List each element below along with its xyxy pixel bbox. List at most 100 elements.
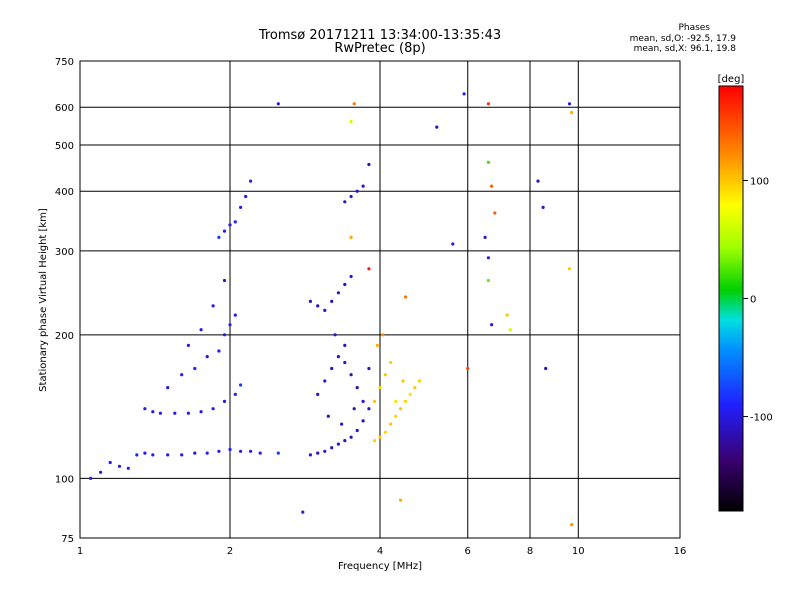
data-point xyxy=(151,453,155,457)
data-point xyxy=(323,449,327,453)
data-point xyxy=(239,383,243,387)
data-point xyxy=(361,184,365,188)
data-point xyxy=(233,220,237,224)
data-point xyxy=(349,435,353,439)
data-point xyxy=(336,291,340,295)
data-point xyxy=(408,392,412,396)
data-point xyxy=(330,366,334,371)
colorbar-ticks: -100 0 100 xyxy=(743,176,773,424)
x-tick-label: 1 xyxy=(77,546,83,557)
data-point xyxy=(355,428,359,433)
data-point xyxy=(401,379,405,383)
y-tick-label: 200 xyxy=(55,331,74,342)
data-point xyxy=(166,386,170,390)
data-point xyxy=(186,411,190,415)
data-point xyxy=(308,453,312,457)
x-axis-label: Frequency [MHz] xyxy=(338,561,422,572)
data-point xyxy=(567,267,572,271)
data-point xyxy=(367,162,371,167)
data-point xyxy=(244,194,248,199)
data-point xyxy=(222,399,227,403)
data-point xyxy=(249,449,253,453)
data-point xyxy=(276,451,280,455)
data-point xyxy=(193,451,197,455)
data-point xyxy=(483,235,487,239)
y-axis-label: Stationary phase Virtual Height [km] xyxy=(38,208,49,392)
data-point xyxy=(372,399,377,403)
phase-o-stats: mean, sd,O: -92.5, 17.9 xyxy=(629,34,736,44)
data-point xyxy=(417,379,422,383)
data-point xyxy=(349,235,353,239)
data-point xyxy=(394,414,398,418)
data-point xyxy=(375,343,379,347)
data-point xyxy=(193,366,197,371)
data-point xyxy=(367,366,371,371)
data-point xyxy=(536,179,540,183)
data-point xyxy=(505,313,509,317)
data-point xyxy=(355,386,359,390)
data-point xyxy=(333,333,337,337)
data-point xyxy=(490,323,494,327)
data-point xyxy=(217,235,221,239)
x-tick-label: 2 xyxy=(227,546,233,557)
data-point xyxy=(493,211,497,215)
data-point xyxy=(394,399,398,403)
y-tick-label: 75 xyxy=(61,534,74,545)
data-point xyxy=(343,439,347,443)
data-point xyxy=(343,282,347,287)
data-point xyxy=(323,379,327,383)
data-point xyxy=(544,366,548,371)
colorbar xyxy=(718,85,744,512)
data-point xyxy=(217,349,221,353)
data-point xyxy=(383,373,387,377)
data-point xyxy=(180,373,184,377)
y-tick-label: 100 xyxy=(55,474,74,485)
data-point xyxy=(308,299,312,303)
data-point xyxy=(222,333,227,337)
data-point xyxy=(222,229,227,233)
data-point xyxy=(205,451,209,455)
data-point xyxy=(567,102,572,106)
data-point xyxy=(403,399,408,403)
data-point xyxy=(403,295,408,299)
data-point xyxy=(413,386,417,390)
data-point xyxy=(180,453,184,457)
data-point xyxy=(126,466,130,470)
data-point xyxy=(99,470,103,474)
data-point xyxy=(361,419,365,423)
data-point xyxy=(343,343,347,347)
x-tick-label: 16 xyxy=(674,546,687,557)
data-point xyxy=(222,278,227,283)
data-point xyxy=(301,510,305,514)
data-point xyxy=(117,464,122,468)
x-tick-label: 8 xyxy=(527,546,533,557)
data-point xyxy=(349,194,353,199)
data-point xyxy=(508,328,512,332)
data-point xyxy=(166,453,170,457)
data-point xyxy=(541,205,545,209)
data-point xyxy=(323,308,327,312)
data-point xyxy=(249,179,253,183)
data-point xyxy=(228,323,232,327)
data-point xyxy=(173,411,177,415)
data-point xyxy=(316,304,320,308)
x-tick-label: 10 xyxy=(572,546,585,557)
y-tick-label: 300 xyxy=(55,247,74,258)
data-point xyxy=(233,392,237,396)
data-point xyxy=(258,451,262,455)
data-point xyxy=(462,92,466,96)
data-point xyxy=(349,274,353,279)
data-point xyxy=(486,102,490,106)
data-point xyxy=(340,422,344,426)
data-point xyxy=(199,410,203,414)
data-point xyxy=(349,373,353,377)
data-point xyxy=(228,447,232,452)
data-point xyxy=(570,110,574,115)
grid-lines xyxy=(80,61,680,538)
data-point xyxy=(372,439,377,443)
data-point xyxy=(239,449,243,453)
data-point xyxy=(367,407,371,411)
data-point xyxy=(435,125,439,129)
data-point xyxy=(486,278,490,283)
data-point xyxy=(330,446,334,450)
